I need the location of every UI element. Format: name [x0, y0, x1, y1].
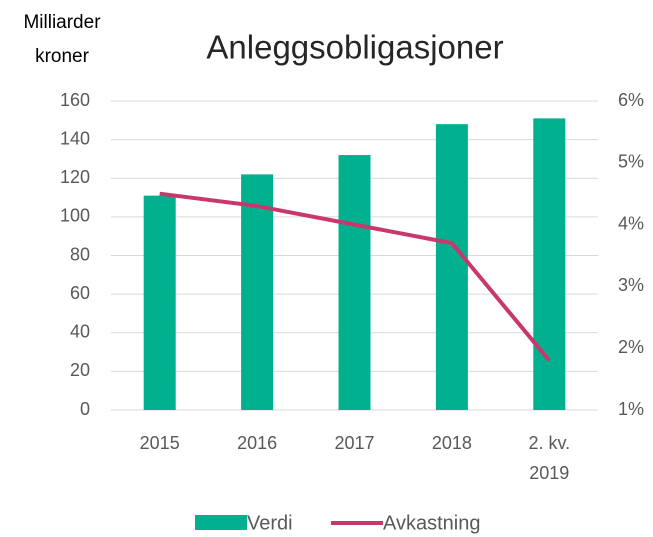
bar [533, 118, 566, 410]
bar [143, 195, 176, 410]
x-tick-label: 2017 [334, 433, 375, 453]
x-tick-label: 2015 [139, 433, 180, 453]
legend-label: Avkastning [383, 512, 480, 534]
chart-title: Anleggsobligasjoner [206, 29, 503, 66]
y2-tick-label: 6% [618, 90, 644, 110]
y-tick-label: 120 [60, 167, 90, 187]
x-tick-label: 2. kv. 2019 [528, 433, 571, 483]
bar [338, 155, 371, 410]
y2-tick-label: 3% [618, 275, 644, 295]
y2-tick-label: 1% [618, 399, 644, 419]
y-tick-label: 160 [60, 90, 90, 110]
y2-tick-label: 5% [618, 152, 644, 172]
legend-label: Verdi [247, 512, 293, 534]
y-tick-label: 80 [70, 244, 90, 264]
y-tick-label: 40 [70, 322, 90, 342]
y-axis-title: Milliarder kroner [23, 12, 101, 67]
y2-tick-label: 4% [618, 213, 644, 233]
y-tick-label: 140 [60, 128, 90, 148]
x-tick-label: 2016 [237, 433, 278, 453]
y-tick-label: 20 [70, 360, 90, 380]
y-tick-label: 100 [60, 206, 90, 226]
bar [241, 174, 274, 410]
y2-tick-label: 2% [618, 337, 644, 357]
x-tick-label: 2018 [431, 433, 472, 453]
y-tick-label: 60 [70, 283, 90, 303]
legend-swatch [195, 515, 247, 530]
bar [435, 124, 468, 411]
line [159, 191, 551, 362]
y-tick-label: 0 [80, 399, 90, 419]
